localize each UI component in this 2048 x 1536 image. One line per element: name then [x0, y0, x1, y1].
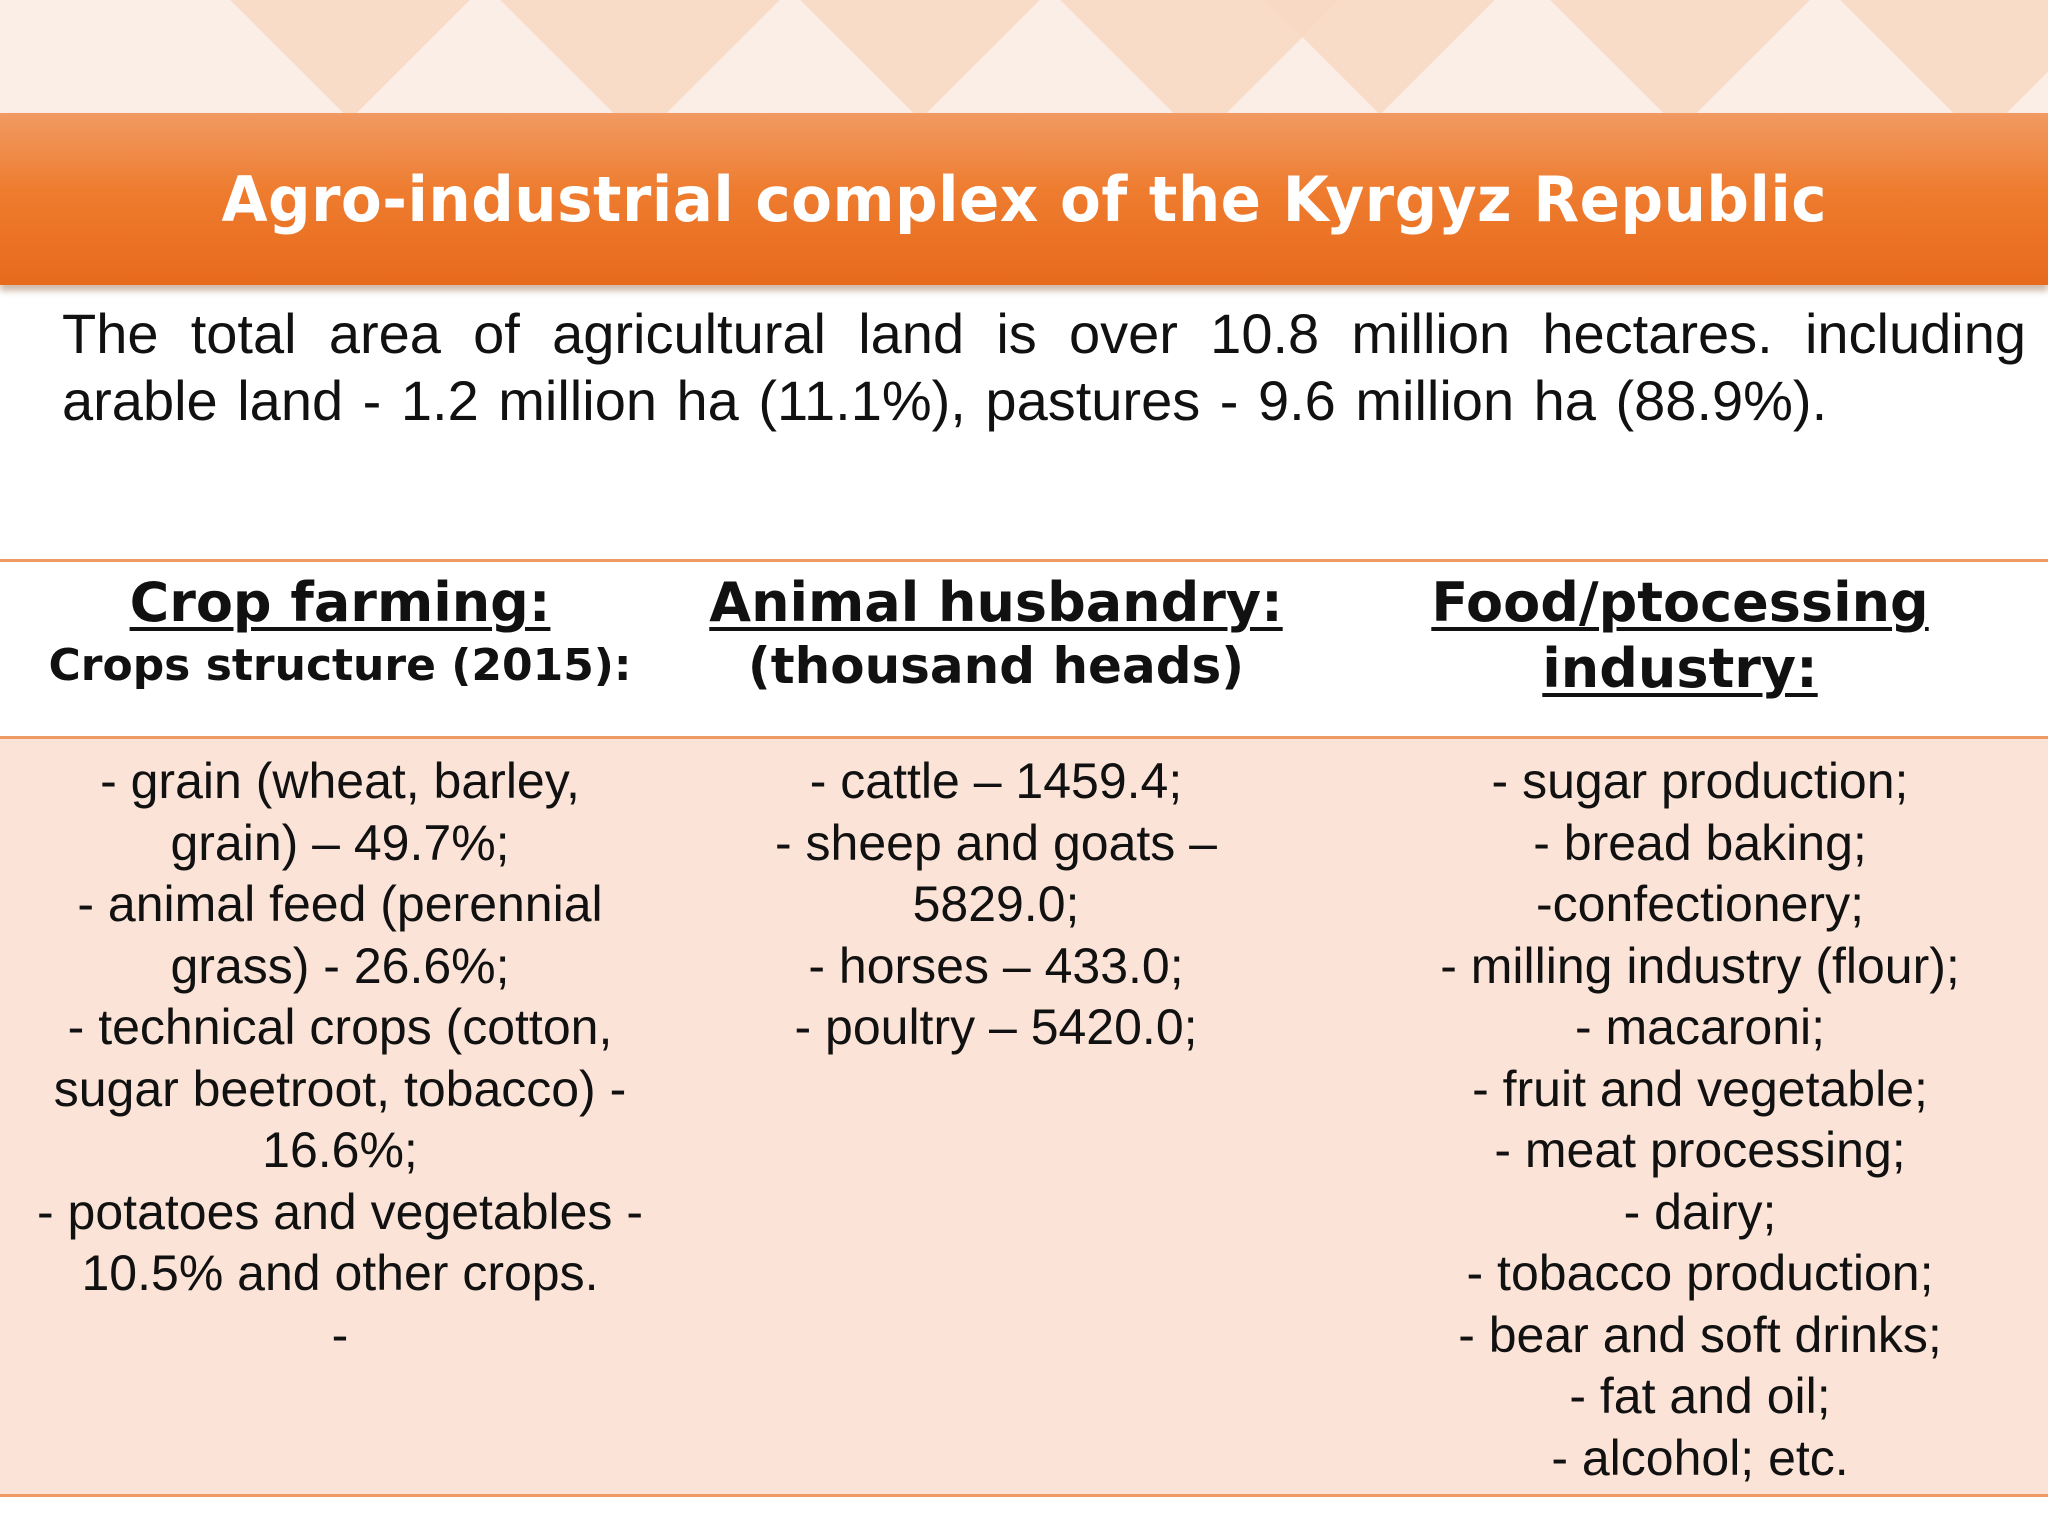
list-item: - horses – 433.0; — [808, 937, 1184, 994]
table-body-row: - grain (wheat, barley, grain) – 49.7%; … — [0, 739, 2048, 1494]
list-item: - fat and oil; — [1569, 1368, 1831, 1424]
crop-farming-list: - grain (wheat, barley, grain) – 49.7%; … — [0, 751, 680, 1366]
list-item: grass) - 26.6%; — [170, 937, 510, 994]
food-processing-heading-line: industry: — [1542, 637, 1818, 700]
food-processing-header: Food/ptocessing industry: — [1340, 570, 2020, 702]
table-header-row: Crop farming: Crops structure (2015): An… — [0, 562, 2048, 737]
decorative-top-band — [0, 0, 2048, 115]
decorative-diamond — [180, 0, 520, 115]
animal-husbandry-subheading: (thousand heads) — [747, 637, 1245, 695]
list-item: - meat processing; — [1494, 1122, 1906, 1178]
list-item: - potatoes and vegetables - — [37, 1183, 643, 1240]
list-item: - tobacco production; — [1466, 1245, 1934, 1301]
list-item: sugar beetroot, tobacco) - — [53, 1060, 627, 1117]
list-item: - macaroni; — [1574, 999, 1826, 1055]
crop-farming-subheading: Crops structure (2015): — [48, 640, 632, 691]
intro-line: including arable land - 1.2 million ha (… — [62, 302, 2026, 432]
animal-husbandry-header: Animal husbandry: (thousand heads) — [680, 570, 1312, 696]
list-item: - alcohol; etc. — [1551, 1429, 1849, 1486]
intro-paragraph: The total area of agricultural land is o… — [62, 300, 2026, 434]
intro-line: (88.9%). — [1615, 369, 1828, 432]
list-item: - animal feed (perennial — [77, 876, 603, 932]
decorative-diamond — [1510, 0, 1850, 115]
list-item: - dairy; — [1623, 1183, 1777, 1240]
list-item: - fruit and vegetable; — [1472, 1060, 1928, 1117]
decorative-diamond — [1810, 0, 2048, 115]
title-bar: Agro-industrial complex of the Kyrgyz Re… — [0, 113, 2048, 285]
list-item: - technical crops (cotton, — [67, 999, 613, 1055]
animal-husbandry-list: - cattle – 1459.4; - sheep and goats – 5… — [680, 751, 1312, 1059]
list-item: - cattle – 1459.4; — [809, 753, 1183, 809]
crop-farming-header: Crop farming: Crops structure (2015): — [0, 570, 680, 696]
list-item: - milling industry (flour); — [1440, 937, 1960, 994]
list-item: - bread baking; — [1533, 814, 1867, 871]
food-processing-list: - sugar production; - bread baking; -con… — [1360, 751, 2040, 1489]
list-item: grain) – 49.7%; — [170, 814, 510, 871]
list-item: -confectionery; — [1536, 876, 1864, 932]
list-item: 16.6%; — [262, 1122, 418, 1178]
table-header-rule — [0, 736, 2048, 739]
list-item: - sugar production; — [1491, 753, 1909, 809]
list-item: - sheep and goats – — [775, 814, 1217, 871]
list-item: - poultry – 5420.0; — [794, 999, 1198, 1055]
slide-title: Agro-industrial complex of the Kyrgyz Re… — [221, 162, 1827, 236]
list-item: - bear and soft drinks; — [1458, 1306, 1942, 1363]
table-top-rule — [0, 559, 2048, 562]
list-item: - — [331, 1306, 349, 1363]
table-bottom-rule — [0, 1494, 2048, 1497]
food-processing-heading-line: Food/ptocessing — [1431, 571, 1929, 634]
decorative-diamond — [750, 0, 1090, 115]
decorative-diamond — [470, 0, 810, 115]
list-item: - grain (wheat, barley, — [100, 753, 580, 809]
list-item: 5829.0; — [912, 876, 1080, 932]
list-item: 10.5% and other crops. — [81, 1245, 599, 1301]
intro-line: The total area of agricultural land is o… — [62, 302, 1773, 365]
crop-farming-heading: Crop farming: — [129, 571, 551, 634]
animal-husbandry-heading: Animal husbandry: — [709, 571, 1283, 634]
